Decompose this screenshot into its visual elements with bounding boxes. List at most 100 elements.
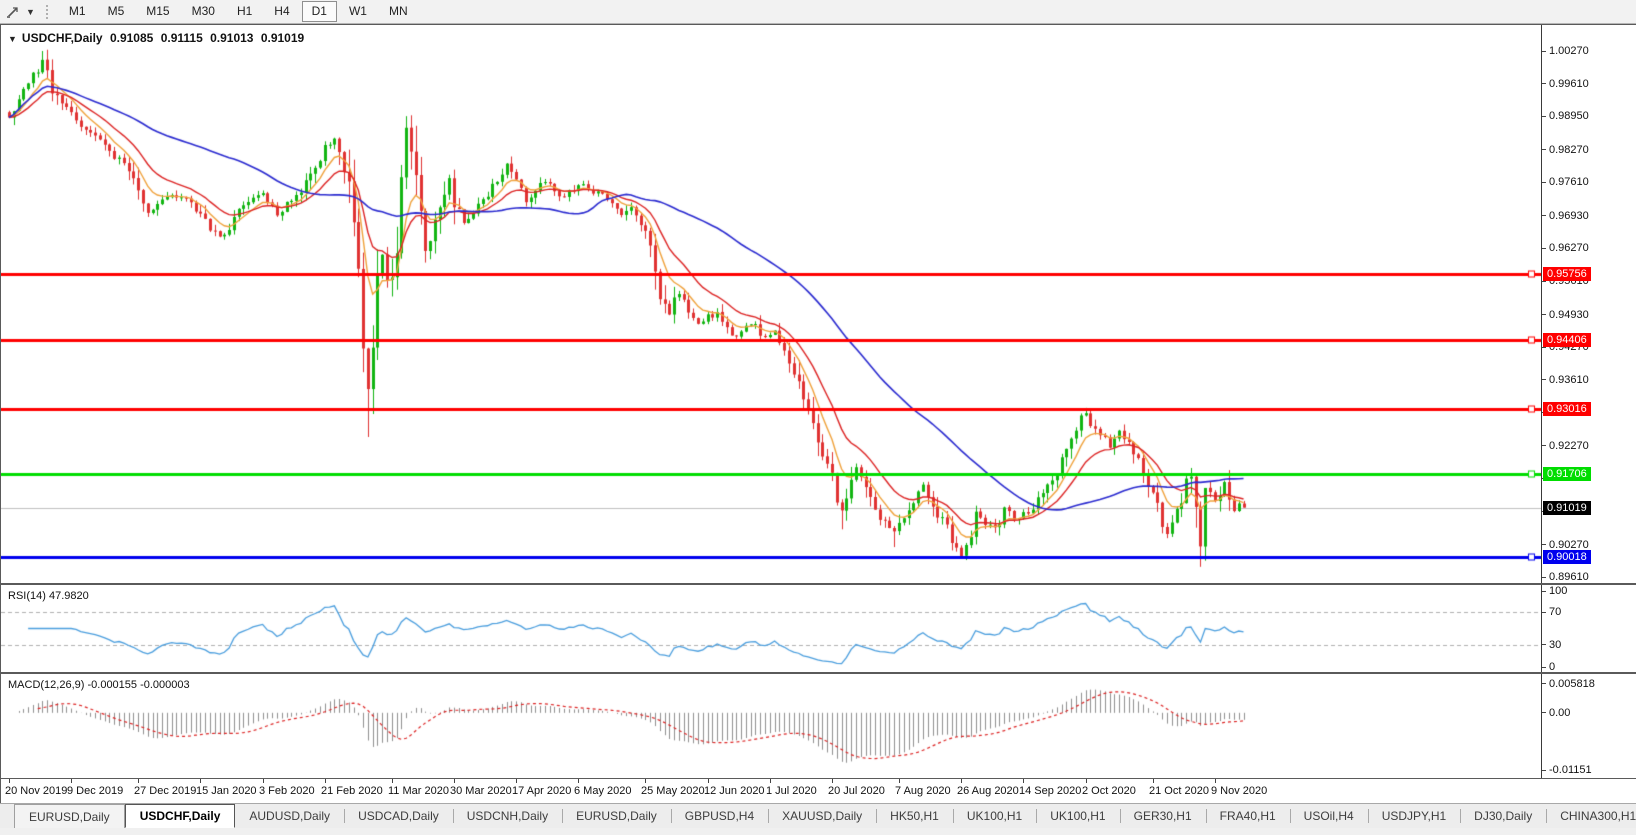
date-axis-label: 11 Mar 2020 bbox=[388, 785, 449, 797]
date-axis-label: 1 Jul 2020 bbox=[766, 785, 817, 797]
chart-tab-DJ30-Daily[interactable]: DJ30,Daily bbox=[1460, 804, 1546, 828]
price-level-label[interactable]: 0.93016 bbox=[1543, 402, 1591, 417]
date-axis-label: 9 Nov 2020 bbox=[1211, 785, 1268, 797]
chart-tab-EURUSD-Daily[interactable]: EURUSD,Daily bbox=[562, 804, 671, 828]
toolbar-grip[interactable] bbox=[44, 3, 50, 20]
ohlc-close: 0.91019 bbox=[260, 31, 305, 45]
date-axis-label: 27 Dec 2019 bbox=[134, 785, 197, 797]
rsi-pane: RSI(14) 47.9820 100 70 30 0 bbox=[1, 585, 1636, 673]
date-axis-label: 2 Oct 2020 bbox=[1082, 785, 1136, 797]
chart-tab-GER30-H1[interactable]: GER30,H1 bbox=[1119, 804, 1206, 828]
date-axis-label: 6 May 2020 bbox=[574, 785, 632, 797]
date-axis-tick bbox=[578, 779, 579, 783]
date-axis-tick bbox=[9, 779, 10, 783]
price-level-label[interactable]: 0.94406 bbox=[1543, 333, 1591, 348]
price-axis-tick: 0.92270 bbox=[1542, 440, 1589, 452]
chart-tab-CHINA300-H1[interactable]: CHINA300,H1 bbox=[1546, 804, 1636, 828]
chart-window: ▼ USDCHF,Daily 0.91085 0.91115 0.91013 0.… bbox=[0, 24, 1636, 803]
date-axis-tick bbox=[454, 779, 455, 783]
ohlc-high: 0.91115 bbox=[160, 31, 203, 45]
cursor-tool-button[interactable]: ▼ bbox=[0, 0, 41, 23]
chart-symbol-label: USDCHF,Daily bbox=[21, 31, 103, 45]
date-axis-tick bbox=[263, 779, 264, 783]
date-axis-tick bbox=[708, 779, 709, 783]
date-axis-label: 25 May 2020 bbox=[641, 785, 705, 797]
date-axis-tick bbox=[1086, 779, 1087, 783]
date-axis-label: 7 Aug 2020 bbox=[895, 785, 951, 797]
date-axis-tick bbox=[138, 779, 139, 783]
timeframe-button-M5[interactable]: M5 bbox=[107, 4, 125, 18]
date-axis-tick bbox=[1023, 779, 1024, 783]
dropdown-caret-icon[interactable]: ▼ bbox=[26, 6, 35, 17]
date-axis: 20 Nov 2019 9 Dec 2019 27 Dec 2019 15 Jan 2… bbox=[1, 778, 1636, 802]
chart-menu-caret-icon[interactable]: ▼ bbox=[8, 34, 17, 44]
date-axis-label: 20 Jul 2020 bbox=[828, 785, 885, 797]
price-chart-canvas[interactable] bbox=[1, 25, 1541, 583]
chart-tab-UK100-H1[interactable]: UK100,H1 bbox=[952, 804, 1036, 828]
pane-divider[interactable] bbox=[1, 672, 1636, 674]
macd-axis: 0.005818 0.00 -0.01151 bbox=[1541, 674, 1636, 778]
chart-tab-GBPUSD-H4[interactable]: GBPUSD,H4 bbox=[670, 804, 768, 828]
timeframe-button-MN[interactable]: MN bbox=[388, 4, 408, 18]
date-axis-label: 21 Feb 2020 bbox=[321, 785, 383, 797]
rsi-axis-tick: 30 bbox=[1542, 639, 1561, 651]
chart-tab-FRA40-H1[interactable]: FRA40,H1 bbox=[1205, 804, 1290, 828]
rsi-axis-tick: 0 bbox=[1542, 661, 1555, 673]
chart-title: ▼ USDCHF,Daily 0.91085 0.91115 0.91013 0.… bbox=[8, 31, 308, 45]
macd-axis-tick: 0.005818 bbox=[1542, 678, 1595, 690]
price-axis-tick: 0.89610 bbox=[1542, 571, 1589, 583]
price-level-label[interactable]: 0.91706 bbox=[1543, 466, 1591, 481]
price-level-label[interactable]: 0.90018 bbox=[1543, 550, 1591, 565]
timeframe-button-H4[interactable]: H4 bbox=[274, 4, 290, 18]
date-axis-tick bbox=[899, 779, 900, 783]
chart-tab-USOil-H4[interactable]: USOil,H4 bbox=[1289, 804, 1368, 828]
price-axis: 1.00270 0.99610 0.98950 0.98270 0.97610 0.969… bbox=[1541, 25, 1636, 583]
price-pane: ▼ USDCHF,Daily 0.91085 0.91115 0.91013 0.… bbox=[1, 25, 1636, 583]
macd-label: MACD(12,26,9) -0.000155 -0.000003 bbox=[8, 679, 190, 691]
price-axis-tick: 0.96270 bbox=[1542, 242, 1589, 254]
chart-tab-XAUUSD-Daily[interactable]: XAUUSD,Daily bbox=[768, 804, 876, 828]
date-axis-tick bbox=[1215, 779, 1216, 783]
macd-axis-tick: 0.00 bbox=[1542, 707, 1570, 719]
macd-name: MACD(12,26,9) bbox=[8, 679, 85, 691]
pane-divider[interactable] bbox=[1, 583, 1636, 585]
chart-tab-USDCAD-Daily[interactable]: USDCAD,Daily bbox=[344, 804, 453, 828]
timeframe-button-group: M1 M5 M15 M30 H1 H4 D1 W1 MN bbox=[58, 1, 419, 22]
price-axis-tick: 0.94930 bbox=[1542, 309, 1589, 321]
timeframe-button-D1[interactable]: D1 bbox=[301, 1, 337, 22]
timeframe-button-H1[interactable]: H1 bbox=[236, 4, 253, 18]
chart-tab-EURUSD-Daily[interactable]: EURUSD,Daily bbox=[14, 804, 125, 828]
date-axis-tick bbox=[961, 779, 962, 783]
rsi-label: RSI(14) 47.9820 bbox=[8, 590, 89, 602]
price-axis-tick: 0.93610 bbox=[1542, 374, 1589, 386]
price-level-label[interactable]: 0.95756 bbox=[1543, 266, 1591, 281]
current-price-label: 0.91019 bbox=[1543, 500, 1591, 515]
chart-tab-USDJPY-H1[interactable]: USDJPY,H1 bbox=[1367, 804, 1460, 828]
timeframe-button-M15[interactable]: M15 bbox=[146, 4, 170, 18]
date-axis-tick bbox=[770, 779, 771, 783]
macd-canvas[interactable] bbox=[1, 674, 1541, 778]
price-axis-tick: 0.90270 bbox=[1542, 539, 1589, 551]
timeframe-button-M1[interactable]: M1 bbox=[68, 4, 86, 18]
date-axis-label: 15 Jan 2020 bbox=[196, 785, 257, 797]
date-axis-label: 21 Oct 2020 bbox=[1149, 785, 1209, 797]
timeframe-button-M30[interactable]: M30 bbox=[191, 4, 215, 18]
macd-pane: MACD(12,26,9) -0.000155 -0.000003 0.0058… bbox=[1, 674, 1636, 778]
chart-tab-HK50-H1[interactable]: HK50,H1 bbox=[876, 804, 953, 828]
date-axis-tick bbox=[1153, 779, 1154, 783]
price-axis-tick: 0.97610 bbox=[1542, 176, 1589, 188]
chart-tab-USDCHF-Daily[interactable]: USDCHF,Daily bbox=[124, 804, 236, 828]
timeframe-button-W1[interactable]: W1 bbox=[348, 4, 367, 18]
date-axis-tick bbox=[645, 779, 646, 783]
date-axis-tick bbox=[200, 779, 201, 783]
chart-tab-UK100-H1[interactable]: UK100,H1 bbox=[1036, 804, 1119, 828]
rsi-canvas[interactable] bbox=[1, 585, 1541, 672]
macd-value-1: -0.000155 bbox=[87, 679, 138, 691]
price-axis-tick: 0.98270 bbox=[1542, 144, 1589, 156]
crosshair-tool-icon bbox=[7, 6, 18, 18]
date-axis-label: 14 Sep 2020 bbox=[1019, 785, 1082, 797]
chart-tab-USDCNH-Daily[interactable]: USDCNH,Daily bbox=[452, 804, 562, 828]
date-axis-label: 20 Nov 2019 bbox=[5, 785, 68, 797]
price-axis-tick: 1.00270 bbox=[1542, 45, 1589, 57]
chart-tab-AUDUSD-Daily[interactable]: AUDUSD,Daily bbox=[249, 809, 331, 823]
